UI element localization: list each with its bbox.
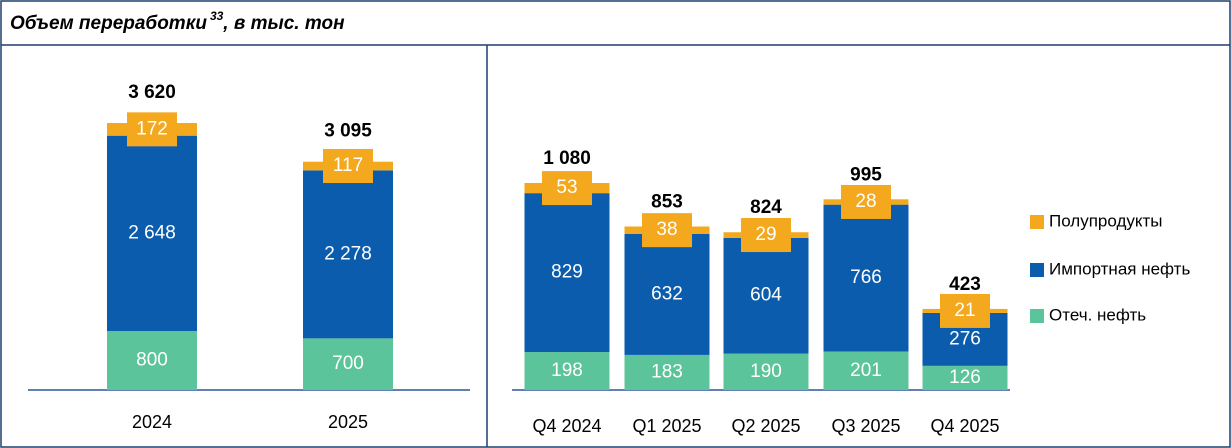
label-box	[841, 184, 891, 219]
total-label: 824	[750, 197, 782, 218]
value-label: 2 648	[128, 222, 176, 243]
legend-swatch	[1030, 263, 1044, 277]
total-label: 1 080	[543, 148, 591, 169]
value-label: 21	[954, 300, 975, 321]
title-suffix: , в тыс. тон	[222, 13, 345, 34]
legend-label: Полупродукты	[1049, 211, 1163, 230]
value-label: 28	[855, 191, 876, 212]
title-text: Объем переработки	[10, 13, 207, 34]
x-tick-label: Q2 2025	[731, 416, 800, 436]
x-tick-label: Q4 2025	[930, 416, 999, 436]
x-tick-label: 2025	[328, 412, 368, 432]
value-label: 29	[755, 224, 776, 245]
label-box	[642, 213, 692, 248]
value-label: 632	[651, 283, 683, 304]
value-label: 829	[551, 262, 583, 283]
x-tick-label: Q4 2024	[532, 416, 601, 436]
total-label: 995	[850, 164, 882, 185]
total-label: 853	[651, 192, 683, 213]
value-label: 2 278	[324, 243, 372, 264]
value-label: 53	[556, 177, 577, 198]
total-label: 3 095	[324, 121, 372, 142]
chart-title: Объем переработки 33, в тыс. тон	[10, 9, 345, 34]
legend-label: Импортная нефть	[1049, 259, 1190, 278]
value-label: 190	[750, 361, 782, 382]
bar-segment	[524, 193, 610, 353]
bar-segment	[107, 135, 197, 331]
label-box	[127, 112, 177, 147]
bar-segment	[922, 365, 1008, 390]
bar-segment	[107, 330, 197, 390]
bar-segment	[524, 352, 610, 390]
bar-segment	[723, 353, 809, 390]
value-label: 766	[850, 267, 882, 288]
value-label: 198	[551, 360, 583, 381]
total-label: 423	[949, 274, 981, 295]
value-label: 38	[656, 219, 677, 240]
bar-segment	[624, 233, 710, 355]
x-tick-label: 2024	[132, 412, 172, 432]
value-label: 604	[750, 285, 782, 306]
label-box	[323, 149, 373, 184]
value-label: 700	[332, 353, 364, 374]
bar-segment	[823, 204, 909, 352]
value-label: 126	[949, 367, 981, 388]
x-tick-label: Q3 2025	[831, 416, 900, 436]
value-label: 201	[850, 360, 882, 381]
value-label: 172	[136, 118, 168, 139]
value-label: 800	[136, 350, 168, 371]
label-box	[542, 171, 592, 206]
legend-swatch	[1030, 215, 1044, 229]
footnote-ref: 33	[210, 9, 224, 23]
bar-segment	[624, 354, 710, 390]
bar-segment	[303, 170, 393, 339]
bar-segment	[823, 351, 909, 390]
total-label: 3 620	[128, 82, 176, 103]
label-box	[940, 293, 990, 328]
legend-swatch	[1030, 309, 1044, 323]
label-box	[741, 218, 791, 253]
x-tick-label: Q1 2025	[632, 416, 701, 436]
bar-segment	[303, 338, 393, 390]
value-label: 276	[949, 328, 981, 349]
bar-segment	[723, 237, 809, 354]
value-label: 117	[333, 155, 363, 176]
legend-label: Отеч. нефть	[1049, 305, 1146, 324]
value-label: 183	[651, 361, 683, 382]
